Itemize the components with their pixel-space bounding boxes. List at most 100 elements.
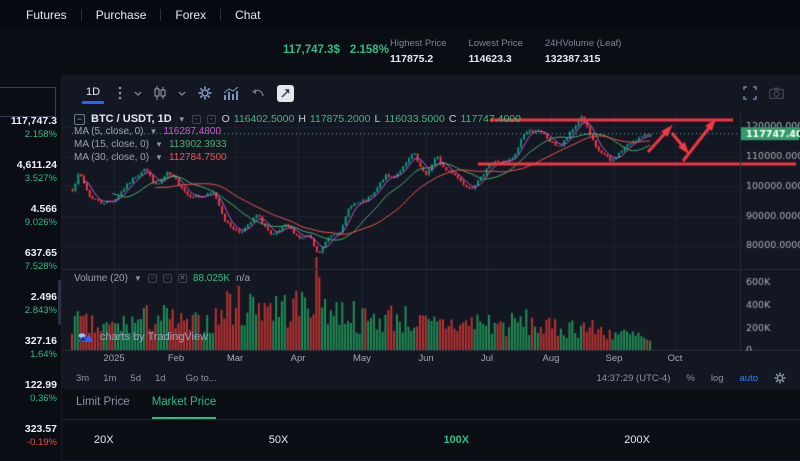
indicators-icon[interactable] bbox=[224, 86, 239, 100]
volume-caret-icon[interactable]: ▼ bbox=[133, 274, 142, 283]
symbol-label[interactable]: BTC / USDT, 1D bbox=[91, 113, 172, 125]
low-value: 116033.5000 bbox=[384, 113, 445, 125]
watchlist: 117,747.3 2.158% 4,611.24 3.527% 4.566 9.026%… bbox=[0, 115, 57, 461]
ma15-caret-icon[interactable]: ▼ bbox=[155, 140, 163, 149]
legend-eye-icon[interactable]: ◦ bbox=[191, 114, 201, 124]
ma5-caret-icon[interactable]: ▼ bbox=[149, 127, 158, 136]
watchlist-scrollbar[interactable] bbox=[58, 280, 61, 325]
range-button-5d[interactable]: 5d bbox=[130, 372, 141, 384]
ma5-label[interactable]: MA (5, close, 0) bbox=[74, 126, 144, 137]
watchlist-change: 2.843% bbox=[24, 305, 57, 316]
watchlist-price: 637.65 bbox=[24, 247, 57, 259]
nav-item-purchase[interactable]: Purchase bbox=[95, 8, 147, 22]
price-chart-canvas[interactable] bbox=[62, 111, 800, 351]
clock-label[interactable]: 14:37:29 (UTC-4) bbox=[596, 372, 671, 384]
legend-collapse-icon[interactable]: − bbox=[74, 113, 85, 125]
tradingview-attribution[interactable]: charts by TradingView bbox=[76, 331, 208, 343]
range-buttons: 3m 1m 5d 1d bbox=[76, 373, 180, 384]
ma30-value: 112784.7500 bbox=[168, 152, 227, 163]
interval-button[interactable]: 1D bbox=[80, 82, 106, 104]
chart-pane: − BTC / USDT, 1D ▼ ◦ ◦ O 116402.5000 H 117… bbox=[62, 111, 800, 351]
interval-active-indicator bbox=[82, 101, 105, 104]
ma30-row: MA (30, close, 0) ▼ 112784.7500 bbox=[74, 152, 227, 163]
nav-item-chat[interactable]: Chat bbox=[235, 8, 261, 22]
ma15-label[interactable]: MA (15, close, 0) bbox=[74, 139, 150, 150]
kebab-menu-icon[interactable] bbox=[118, 86, 122, 100]
tab-limit-price[interactable]: Limit Price bbox=[76, 396, 130, 408]
leverage-option-20x[interactable]: 20X bbox=[94, 434, 114, 446]
chart-legend: − BTC / USDT, 1D ▼ ◦ ◦ O 116402.5000 H 117… bbox=[74, 113, 521, 125]
stat-block: 24HVolume (Leaf) 132387.315 bbox=[545, 38, 622, 65]
time-axis[interactable]: 2025 Feb Mar Apr May Jun Jul Aug Sep Oct bbox=[62, 351, 800, 367]
watchlist-item[interactable]: 117,747.3 2.158% bbox=[0, 115, 57, 141]
volume-value: 88.025K bbox=[192, 273, 231, 284]
watchlist-item[interactable]: 2.496 2.843% bbox=[0, 291, 57, 317]
watchlist-change: 1.64% bbox=[30, 349, 57, 360]
watchlist-item[interactable]: 327.16 1.64% bbox=[0, 335, 57, 361]
undo-icon[interactable] bbox=[251, 88, 265, 99]
goto-button[interactable]: Go to... bbox=[185, 372, 217, 384]
candle-style-icon[interactable] bbox=[154, 86, 166, 100]
leverage-option-50x[interactable]: 50X bbox=[268, 434, 289, 446]
stat-label: Highest Price bbox=[390, 38, 447, 49]
tab-market-price[interactable]: Market Price bbox=[151, 396, 217, 419]
ticker-stats-row: 117,747.3$ 2.158% Highest Price 117875.2 Lo… bbox=[0, 30, 800, 75]
watchlist-change: 0.36% bbox=[30, 393, 57, 404]
time-axis-label: Aug bbox=[542, 353, 560, 364]
stat-block: Highest Price 117875.2 bbox=[390, 38, 447, 65]
volume-settings-icon[interactable]: ◦ bbox=[162, 274, 172, 283]
chart-bottom-toolbar: 3m 1m 5d 1d Go to... 14:37:29 (UTC-4) % log… bbox=[62, 367, 800, 389]
nav-separator bbox=[160, 9, 162, 21]
range-button-1d[interactable]: 1d bbox=[154, 372, 166, 384]
ma15-value: 113902.3933 bbox=[168, 139, 227, 150]
volume-close-icon[interactable]: ✕ bbox=[177, 274, 187, 283]
ma5-row: MA (5, close, 0) ▼ 116287.4800 bbox=[74, 126, 221, 137]
watchlist-price: 2.496 bbox=[30, 291, 57, 303]
symbol-caret-icon[interactable]: ▼ bbox=[177, 114, 186, 124]
order-type-tabs: Limit Price Market Price bbox=[62, 389, 800, 420]
nav-item-futures[interactable]: Futures bbox=[26, 8, 67, 22]
range-button-3m[interactable]: 3m bbox=[76, 372, 90, 384]
watchlist-price: 117,747.3 bbox=[10, 115, 57, 127]
log-scale-button[interactable]: log bbox=[710, 372, 724, 384]
watchlist-change: 2.158% bbox=[24, 129, 57, 140]
volume-indicator-row: Volume (20) ▼ ◦ ◦ ✕ 88.025K n/a bbox=[74, 273, 250, 284]
volume-eye-icon[interactable]: ◦ bbox=[147, 274, 157, 283]
watchlist-price: 122.99 bbox=[24, 379, 57, 391]
ma30-caret-icon[interactable]: ▼ bbox=[155, 153, 163, 162]
leverage-option-100x[interactable]: 100X bbox=[443, 434, 470, 446]
redo-share-icon[interactable] bbox=[277, 84, 295, 102]
watchlist-item[interactable]: 323.57 -0.19% bbox=[0, 423, 57, 449]
ma5-value: 116287.4800 bbox=[163, 126, 222, 137]
volume-label[interactable]: Volume (20) bbox=[74, 273, 128, 284]
stat-label: Lowest Price bbox=[468, 38, 523, 49]
range-button-1m[interactable]: 1m bbox=[103, 372, 117, 384]
leverage-option-200x[interactable]: 200X bbox=[624, 434, 650, 446]
time-axis-label: Jun bbox=[418, 353, 434, 364]
nav-item-forex[interactable]: Forex bbox=[175, 8, 207, 22]
chevron-down-icon[interactable] bbox=[178, 91, 186, 96]
watchlist-item[interactable]: 4.566 9.026% bbox=[0, 203, 57, 229]
open-value: 116402.5000 bbox=[233, 113, 295, 125]
watchlist-price: 4,611.24 bbox=[16, 159, 57, 171]
time-axis-label: Sep bbox=[605, 353, 623, 364]
fullscreen-icon[interactable] bbox=[743, 86, 757, 100]
watchlist-item[interactable]: 637.65 7.528% bbox=[0, 247, 57, 273]
time-axis-label: May bbox=[353, 353, 371, 364]
nav-separator bbox=[220, 9, 222, 21]
time-axis-label: Feb bbox=[167, 353, 185, 364]
auto-scale-button[interactable]: auto bbox=[739, 372, 759, 384]
legend-settings-icon[interactable]: ◦ bbox=[206, 114, 216, 124]
symbol-search-box[interactable] bbox=[0, 87, 56, 117]
chevron-down-icon[interactable] bbox=[134, 91, 142, 96]
high-value: 117875.2000 bbox=[309, 113, 371, 125]
watchlist-item[interactable]: 122.99 0.36% bbox=[0, 379, 57, 405]
watchlist-sidebar: 117,747.3 2.158% 4,611.24 3.527% 4.566 9.026%… bbox=[0, 75, 62, 461]
percent-scale-button[interactable]: % bbox=[686, 372, 695, 384]
watchlist-change: 9.026% bbox=[24, 217, 57, 228]
settings-gear-icon[interactable] bbox=[198, 86, 212, 100]
ma30-label[interactable]: MA (30, close, 0) bbox=[74, 152, 150, 163]
watchlist-item[interactable]: 4,611.24 3.527% bbox=[0, 159, 57, 185]
axis-settings-gear-icon[interactable] bbox=[774, 372, 786, 384]
camera-screenshot-icon[interactable] bbox=[769, 87, 784, 99]
